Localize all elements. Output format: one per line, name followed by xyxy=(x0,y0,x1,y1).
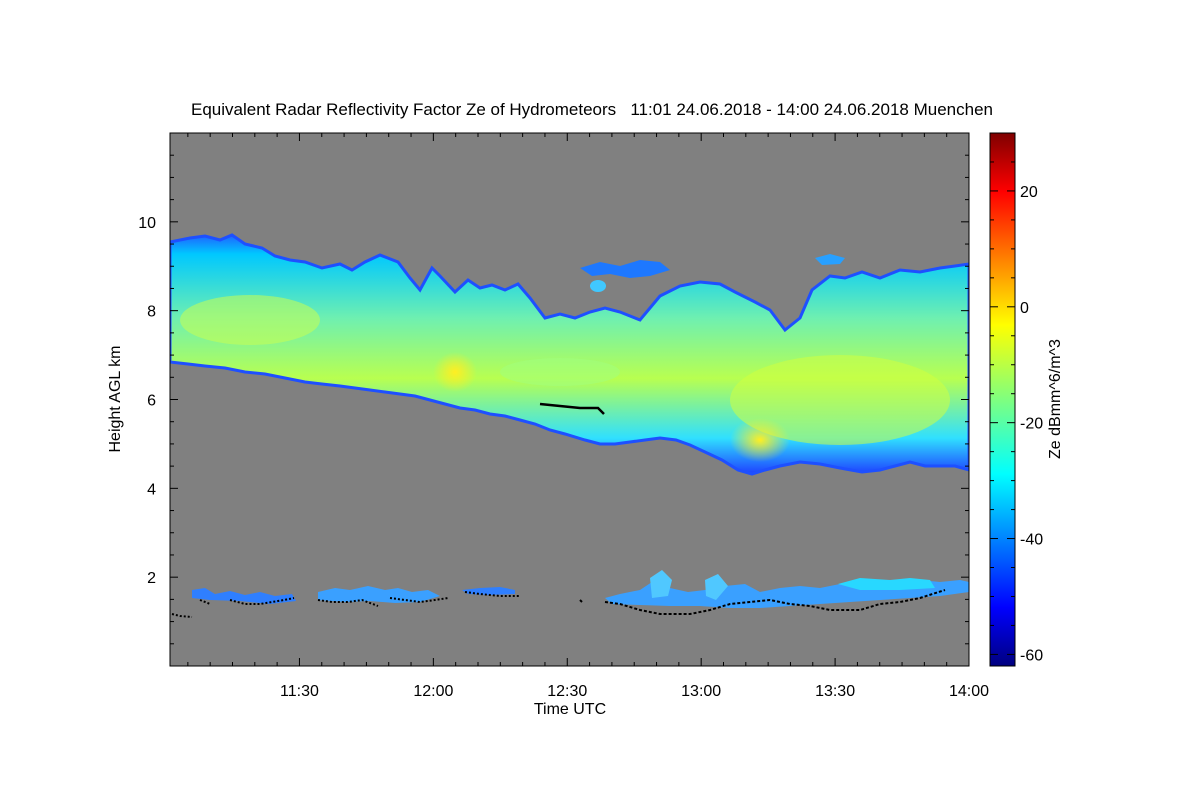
x-tick-label: 12:00 xyxy=(413,683,453,700)
cloud-fragment-3 xyxy=(590,280,606,292)
colorbar-tick-label: -20 xyxy=(1020,416,1043,433)
cloud-fragment-1 xyxy=(580,260,670,278)
core-region-2 xyxy=(433,352,477,392)
x-tick-label: 13:00 xyxy=(681,683,721,700)
core-region-3 xyxy=(730,355,950,445)
low-cloud-cell-1 xyxy=(650,570,672,598)
y-tick-label: 8 xyxy=(147,304,156,321)
x-tick-label: 13:30 xyxy=(815,683,855,700)
y-tick-label: 4 xyxy=(147,481,156,498)
y-tick-label: 6 xyxy=(147,393,156,410)
x-axis: 11:30 12:00 12:30 13:00 13:30 14:00 xyxy=(187,133,989,700)
x-tick-label: 12:30 xyxy=(547,683,587,700)
cloud-fragment-2 xyxy=(815,254,845,265)
colorbar-tick-label: 0 xyxy=(1020,300,1029,317)
low-cloud-cell-3 xyxy=(838,578,935,590)
x-axis-label: Time UTC xyxy=(534,701,606,718)
colorbar-label: Ze dBmm^6/m^3 xyxy=(1047,339,1064,459)
y-tick-label: 10 xyxy=(138,215,156,232)
y-axis: 2 4 6 8 10 xyxy=(138,132,969,667)
low-cloud-layer xyxy=(171,570,969,618)
colorbar-ticks: -60 -40 -20 0 20 xyxy=(990,132,1043,664)
core-region-4 xyxy=(730,418,790,462)
low-cloud-cell-2 xyxy=(705,574,728,600)
colorbar-tick-label: -60 xyxy=(1020,647,1043,664)
colorbar xyxy=(989,132,1016,667)
melting-layer-mark xyxy=(539,402,605,415)
core-region-1 xyxy=(180,295,320,345)
y-tick-label: 2 xyxy=(147,570,156,587)
low-cloud-band-3 xyxy=(462,587,515,595)
low-cloud-band-2 xyxy=(318,586,440,603)
reflectivity-field xyxy=(170,233,969,618)
x-tick-label: 11:30 xyxy=(280,683,319,700)
cloud-base-marks-2 xyxy=(579,589,946,615)
colorbar-tick-label: 20 xyxy=(1020,184,1038,201)
chart-title: Equivalent Radar Reflectivity Factor Ze … xyxy=(191,100,993,119)
y-axis-label: Height AGL km xyxy=(107,345,124,452)
x-tick-label: 14:00 xyxy=(949,683,989,700)
low-cloud-band-1 xyxy=(192,588,296,604)
core-region-5 xyxy=(500,358,620,386)
cloud-base-marks-1 xyxy=(171,591,520,618)
colorbar-tick-label: -40 xyxy=(1020,532,1043,549)
